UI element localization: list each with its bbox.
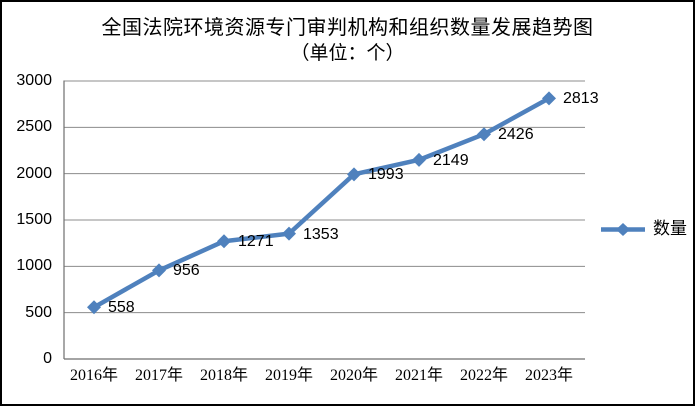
y-tick-label: 3000 (16, 72, 52, 89)
y-tick-label: 0 (43, 350, 52, 367)
x-axis-label: 2017年 (134, 367, 183, 384)
data-label: 558 (108, 299, 135, 317)
x-axis-label: 2020年 (329, 367, 378, 384)
legend-line-diamond-icon (601, 222, 645, 236)
x-axis-label: 2022年 (459, 367, 508, 384)
chart-title: 全国法院环境资源专门审判机构和组织数量发展趋势图 (101, 17, 594, 39)
chart-subtitle: （单位：个） (290, 43, 405, 64)
legend: 数量 (600, 218, 687, 240)
data-label: 2813 (563, 90, 599, 108)
data-label: 2426 (498, 126, 534, 144)
y-tick-label: 2000 (16, 164, 52, 182)
y-tick-label: 1000 (16, 257, 52, 275)
data-label: 1353 (303, 225, 339, 243)
x-axis-label: 2018年 (199, 367, 248, 384)
y-tick-label: 2500 (16, 118, 52, 136)
y-tick-label: 1500 (16, 211, 52, 228)
x-axis-label: 2023年 (524, 367, 573, 384)
data-label: 1271 (238, 233, 274, 251)
x-axis-label: 2021年 (394, 367, 443, 384)
legend-series-label: 数量 (653, 219, 687, 238)
x-axis-label: 2019年 (264, 367, 313, 384)
y-tick-label: 500 (25, 303, 52, 321)
x-axis-label: 2016年 (69, 367, 118, 384)
data-label: 2149 (433, 151, 469, 169)
data-label: 956 (173, 262, 200, 280)
data-label: 1993 (368, 166, 404, 184)
